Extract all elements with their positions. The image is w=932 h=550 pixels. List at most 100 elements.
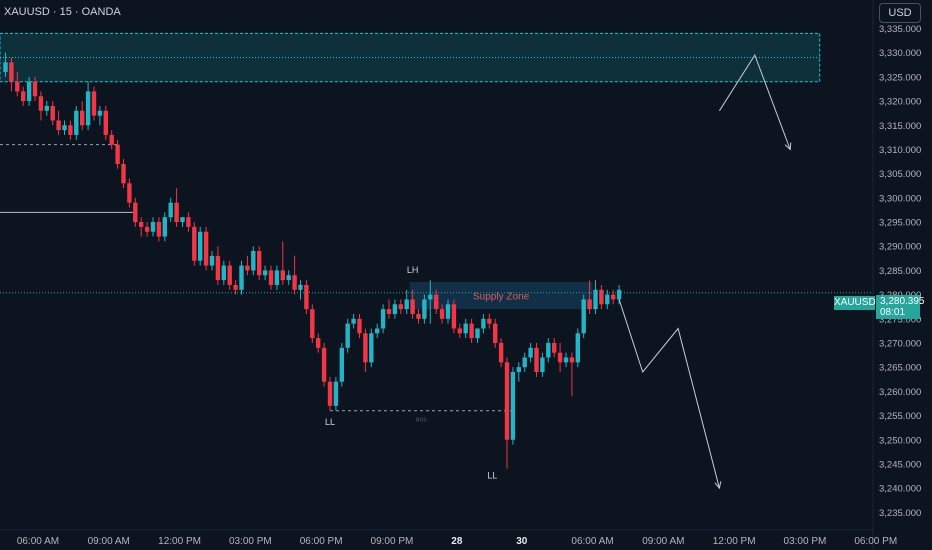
candle-body	[215, 255, 221, 281]
candle-body	[475, 328, 480, 339]
supply-zone-box[interactable]	[409, 282, 593, 310]
candle	[375, 323, 380, 339]
candle	[62, 120, 67, 135]
y-tick-label: 3,235.000	[879, 508, 921, 519]
candle	[410, 289, 415, 319]
candle-body	[115, 144, 120, 164]
candle-body	[9, 62, 14, 82]
x-tick-label: 06:00 PM	[854, 536, 897, 547]
x-tick-label: 09:00 AM	[642, 536, 684, 547]
candle-body	[522, 357, 527, 368]
candle-body	[510, 372, 516, 440]
candle-body	[50, 105, 55, 121]
candle	[552, 338, 557, 358]
candle-body	[357, 318, 362, 334]
candle-body	[85, 91, 91, 126]
candle	[115, 139, 120, 169]
swing-label-ll: LL	[487, 470, 497, 480]
candle-body	[192, 226, 197, 261]
y-tick-label: 3,270.000	[879, 338, 921, 349]
candle	[215, 246, 221, 285]
candle	[180, 217, 185, 227]
candle	[504, 357, 510, 469]
candle-body	[3, 62, 8, 73]
candle	[3, 52, 8, 77]
candle-body	[410, 299, 415, 314]
candle-body	[286, 275, 291, 281]
candle-body	[32, 81, 38, 97]
candle	[487, 313, 492, 329]
candle-body	[44, 105, 49, 111]
demand-zone-box[interactable]	[0, 32, 821, 83]
x-tick-label: 30	[516, 536, 528, 547]
candle	[109, 130, 114, 150]
candle-body	[339, 347, 344, 382]
x-tick-label: 06:00 AM	[17, 536, 59, 547]
candle-body	[280, 270, 285, 281]
candle-body	[375, 328, 380, 334]
candle	[245, 255, 250, 276]
candle-body	[369, 333, 374, 363]
candle-body	[563, 357, 569, 363]
candle	[493, 318, 498, 348]
candle	[262, 265, 268, 281]
candle-body	[127, 183, 132, 203]
candle-body	[139, 222, 144, 227]
candle	[557, 342, 563, 373]
candle	[50, 101, 55, 126]
candle	[404, 289, 409, 314]
candle-body	[274, 270, 280, 285]
candle	[475, 328, 480, 343]
candle-body	[97, 110, 103, 116]
candle	[239, 260, 244, 295]
candle	[192, 222, 197, 266]
candle	[351, 313, 356, 329]
y-tick-label: 3,335.000	[879, 24, 921, 35]
candle-body	[587, 299, 592, 310]
candle-body	[209, 255, 215, 266]
y-tick-label: 3,295.000	[879, 218, 921, 229]
candle	[133, 197, 138, 227]
candle-body	[227, 265, 232, 285]
candle	[68, 120, 73, 140]
y-tick-label: 3,325.000	[879, 72, 921, 83]
y-tick-label: 3,310.000	[879, 145, 921, 156]
candle-body	[239, 265, 244, 290]
candle	[398, 299, 403, 314]
candle	[310, 304, 315, 343]
price-axis[interactable]: 3,235.000 3,240.000 3,245.000 3,250.000 3,25…	[879, 24, 921, 519]
currency-button[interactable]: USD	[879, 3, 921, 23]
candle	[575, 328, 580, 368]
candle-body	[434, 294, 439, 310]
swing-label-lh: LH	[407, 265, 419, 275]
candle-body	[174, 202, 179, 223]
candle-body	[439, 309, 445, 319]
candle	[168, 197, 173, 223]
candle-body	[21, 91, 26, 102]
candle-body	[616, 289, 622, 300]
candle-body	[416, 313, 421, 319]
x-tick-label: 03:00 PM	[784, 536, 827, 547]
candle	[286, 270, 291, 285]
candle	[540, 352, 545, 377]
candle-body	[404, 299, 409, 310]
candle	[569, 352, 575, 397]
candle	[386, 299, 392, 319]
candle-body	[245, 265, 250, 271]
candle	[316, 333, 321, 353]
candle	[528, 342, 533, 363]
candle	[203, 226, 209, 271]
candle	[445, 299, 451, 324]
candle	[392, 299, 398, 319]
candle	[233, 280, 238, 295]
candle-body	[186, 217, 191, 227]
projection-arrowhead	[784, 142, 792, 151]
candle	[292, 255, 297, 295]
candle-body	[121, 163, 126, 184]
candle-body	[534, 347, 539, 373]
candle-body	[68, 125, 73, 135]
candle-body	[345, 323, 350, 348]
